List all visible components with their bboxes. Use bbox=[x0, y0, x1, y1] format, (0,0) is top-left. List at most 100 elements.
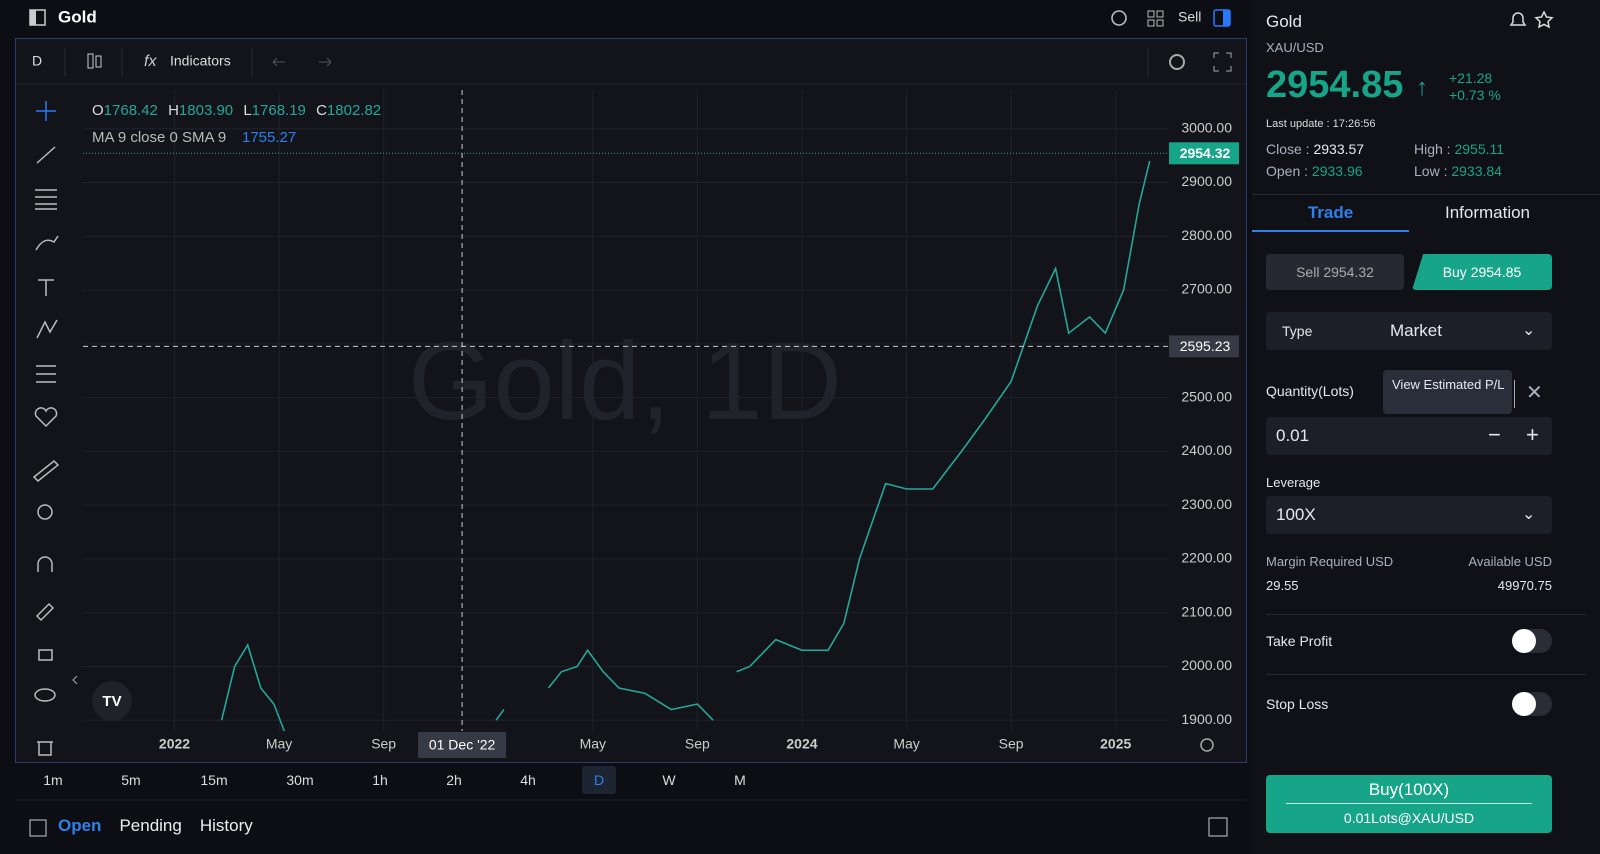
stat-label: Close : bbox=[1266, 141, 1310, 157]
stat-value: 2955.11 bbox=[1454, 141, 1505, 157]
timeframe-button[interactable]: 15m bbox=[200, 772, 228, 788]
take-profit-label: Take Profit bbox=[1266, 633, 1333, 649]
qty-minus[interactable]: − bbox=[1488, 422, 1501, 447]
forecast-tool[interactable] bbox=[36, 365, 56, 383]
margin-label: Margin Required USD bbox=[1266, 554, 1394, 569]
chart-frame bbox=[15, 38, 1247, 763]
ohlc-legend: O1768.42 H1803.90 L1768.19 C1802.82 bbox=[92, 102, 381, 119]
bottom-tab[interactable]: Open bbox=[58, 816, 102, 835]
chart: Gold Sell D fx Indicators TV Gold, 1D 30… bbox=[0, 0, 1250, 837]
expand-icon[interactable] bbox=[1208, 817, 1228, 837]
tooltip-sep bbox=[1514, 380, 1515, 408]
layout-icon[interactable] bbox=[1147, 10, 1155, 18]
bell-icon[interactable] bbox=[1508, 10, 1548, 30]
buy-sep bbox=[1286, 803, 1532, 804]
interval-button[interactable]: D bbox=[32, 53, 42, 69]
magnet-tool[interactable] bbox=[37, 556, 53, 572]
qty-plus[interactable]: + bbox=[1526, 422, 1539, 447]
timeframe-button[interactable]: 5m bbox=[121, 772, 141, 788]
x-tick-label: May bbox=[266, 736, 292, 752]
layout-icon bbox=[1156, 19, 1164, 27]
settings-icon[interactable] bbox=[1169, 54, 1185, 70]
star-icon[interactable] bbox=[1534, 10, 1554, 30]
chart-area: Gold Sell D fx Indicators TV Gold, 1D 30… bbox=[0, 0, 1250, 837]
timeframe-button[interactable]: 1m bbox=[43, 772, 63, 788]
x-tick-label: Sep bbox=[999, 736, 1024, 752]
panel-change-pct: +0.73 % bbox=[1449, 87, 1501, 103]
take-profit-toggle[interactable] bbox=[1512, 629, 1552, 653]
bottom-tab[interactable]: History bbox=[199, 816, 253, 835]
redo-icon[interactable] bbox=[319, 57, 332, 67]
stat-label: High : bbox=[1414, 141, 1451, 157]
axis-settings[interactable] bbox=[1200, 738, 1214, 752]
text-tool[interactable] bbox=[38, 279, 54, 296]
refresh-icon[interactable] bbox=[1111, 10, 1127, 26]
crosshair-tool[interactable] bbox=[36, 101, 56, 121]
tab-trade[interactable]: Trade bbox=[1252, 196, 1409, 232]
ohlc-value: 1768.42 bbox=[104, 102, 158, 119]
lock-tool[interactable] bbox=[38, 649, 53, 661]
type-label: Type bbox=[1282, 323, 1313, 339]
sidebar-icon-fill bbox=[30, 10, 36, 25]
qty-label: Quantity(Lots) bbox=[1266, 383, 1354, 399]
timeframe-button[interactable]: 30m bbox=[286, 772, 314, 788]
timeframe-button[interactable]: D bbox=[582, 766, 616, 794]
fullscreen-icon[interactable] bbox=[1213, 52, 1232, 72]
ohlc-label: L bbox=[243, 102, 251, 119]
divider bbox=[1266, 674, 1586, 675]
timeframe-button[interactable]: W bbox=[662, 772, 676, 788]
x-tick-label: 2024 bbox=[786, 736, 817, 752]
tab-information[interactable]: Information bbox=[1444, 203, 1531, 222]
available-value: 49970.75 bbox=[1497, 578, 1552, 593]
type-select[interactable]: Type Market ⌄ bbox=[1266, 312, 1552, 350]
y-tick-label: 2400.00 bbox=[1181, 442, 1232, 458]
header-title: Gold bbox=[58, 7, 97, 26]
visibility-tool[interactable] bbox=[34, 688, 56, 702]
timeframe-button[interactable]: 4h bbox=[520, 772, 536, 788]
stat-value: 2933.84 bbox=[1451, 163, 1502, 179]
timeframe-bar: 1m 5m 15m 30m 1h 2h 4h D W M bbox=[15, 766, 1247, 796]
brush-tool[interactable] bbox=[35, 235, 59, 251]
header-bar bbox=[0, 0, 1250, 38]
tooltip-close[interactable]: ✕ bbox=[1526, 382, 1543, 404]
buy-main-button[interactable]: Buy(100X) 0.01Lots@XAU/USD bbox=[1266, 775, 1552, 833]
qty-input[interactable]: 0.01 − + bbox=[1266, 417, 1552, 455]
panel-icon[interactable] bbox=[29, 819, 47, 837]
last-update: Last update : 17:26:56 bbox=[1266, 118, 1376, 130]
ruler-tool[interactable] bbox=[32, 459, 60, 483]
timeframe-button[interactable]: M bbox=[734, 772, 746, 788]
indicators-button[interactable]: Indicators bbox=[170, 53, 231, 69]
zoom-tool[interactable] bbox=[37, 504, 53, 520]
y-tick-label: 1900.00 bbox=[1181, 711, 1232, 727]
candle-icon[interactable] bbox=[87, 53, 94, 69]
stop-loss-toggle[interactable] bbox=[1512, 692, 1552, 716]
pattern-tool[interactable] bbox=[36, 319, 58, 339]
leverage-select[interactable]: 100X ⌄ bbox=[1266, 496, 1552, 534]
y-tick-label: 2900.00 bbox=[1181, 173, 1232, 189]
buy-main-text: Buy(100X) bbox=[1368, 780, 1450, 799]
timeframe-button[interactable]: 2h bbox=[446, 772, 462, 788]
type-value: Market bbox=[1390, 321, 1442, 340]
y-tick-label: 2700.00 bbox=[1181, 281, 1232, 297]
overlay: 2954.32 2595.23 01 Dec '22 bbox=[83, 90, 1239, 758]
timeframe-button[interactable]: 1h bbox=[372, 772, 388, 788]
buy-button[interactable]: Buy 2954.85 bbox=[1412, 254, 1552, 290]
y-tick-label: 2100.00 bbox=[1181, 603, 1232, 619]
undo-icon[interactable] bbox=[272, 57, 285, 67]
watermark: Gold, 1D bbox=[408, 320, 842, 443]
panel-price: 2954.85 bbox=[1266, 64, 1404, 106]
buy-sub-text: 0.01Lots@XAU/USD bbox=[1343, 810, 1475, 826]
favorite-tool[interactable] bbox=[34, 407, 58, 428]
header-sell[interactable]: Sell bbox=[1178, 9, 1201, 25]
sell-button[interactable]: Sell 2954.32 bbox=[1266, 254, 1404, 290]
bottom-tab[interactable]: Pending bbox=[119, 816, 182, 835]
lock-draw-tool[interactable] bbox=[35, 602, 55, 622]
collapse-arrow[interactable] bbox=[72, 675, 78, 685]
divider bbox=[1266, 614, 1586, 615]
trend-tool[interactable] bbox=[36, 146, 56, 164]
fib-tool[interactable] bbox=[35, 189, 57, 210]
x-tick-label: May bbox=[893, 736, 919, 752]
delete-tool[interactable] bbox=[37, 741, 53, 756]
y-tick-label: 2200.00 bbox=[1181, 550, 1232, 566]
layout-icon bbox=[1147, 19, 1155, 27]
